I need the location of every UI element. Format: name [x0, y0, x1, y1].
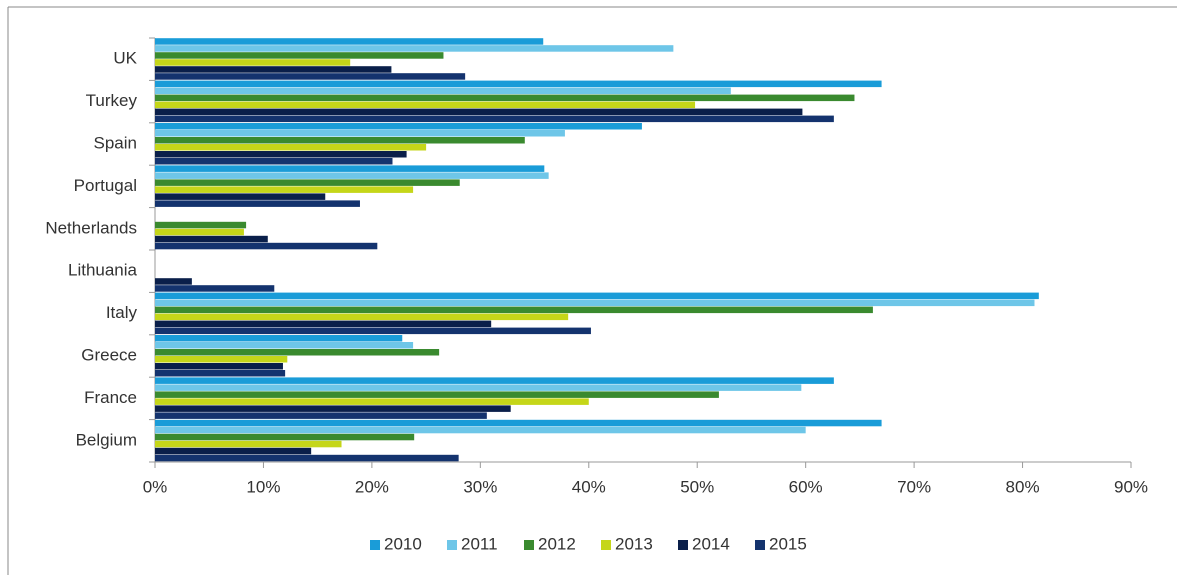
x-tick-label: 10%	[246, 477, 280, 496]
bar	[155, 179, 460, 186]
y-tick-label: Greece	[81, 345, 137, 364]
x-tick-label: 50%	[680, 477, 714, 496]
legend-swatch	[678, 540, 688, 550]
bar	[155, 426, 806, 434]
y-tick-label: Lithuania	[68, 261, 138, 280]
x-tick-label: 0%	[143, 477, 168, 496]
legend-swatch	[447, 540, 457, 550]
bar	[155, 228, 244, 236]
bar	[155, 221, 247, 229]
bar	[155, 137, 525, 144]
bar	[155, 349, 440, 356]
bar	[155, 327, 591, 335]
bar	[155, 172, 549, 179]
bar	[155, 391, 719, 398]
bar	[155, 278, 192, 285]
bar	[155, 200, 360, 207]
bar	[155, 45, 674, 52]
legend-swatch	[524, 540, 534, 550]
legend-label: 2011	[461, 534, 498, 553]
bar	[155, 115, 834, 123]
y-tick-label: Portugal	[74, 176, 137, 195]
bar	[155, 313, 569, 321]
bar	[155, 292, 1039, 300]
bar	[155, 123, 642, 130]
bar	[155, 285, 275, 292]
bar	[155, 433, 415, 441]
x-tick-label: 40%	[572, 477, 606, 496]
bar	[155, 38, 544, 45]
y-tick-label: UK	[113, 49, 137, 68]
bar	[155, 235, 268, 243]
y-tick-label: Italy	[106, 303, 138, 322]
bar	[155, 454, 459, 462]
y-tick-label: Turkey	[86, 91, 138, 110]
bar	[155, 165, 545, 172]
x-tick-label: 70%	[897, 477, 931, 496]
bar	[155, 320, 492, 328]
bar	[155, 73, 466, 80]
x-tick-label: 80%	[1006, 477, 1040, 496]
x-tick-label: 20%	[355, 477, 389, 496]
bar	[155, 130, 565, 137]
bar	[155, 66, 392, 73]
x-tick-label: 90%	[1114, 477, 1148, 496]
bar	[155, 342, 414, 349]
bar	[155, 356, 288, 363]
bar	[155, 87, 731, 95]
bar	[155, 419, 882, 427]
bar	[155, 186, 414, 193]
bar	[155, 363, 283, 370]
bar	[155, 151, 407, 158]
bar	[155, 158, 393, 165]
bar	[155, 193, 326, 200]
y-tick-label: Netherlands	[45, 218, 137, 237]
bar	[155, 101, 696, 109]
x-tick-label: 60%	[789, 477, 823, 496]
legend-swatch	[755, 540, 765, 550]
bar	[155, 242, 378, 250]
x-tick-label: 30%	[463, 477, 497, 496]
bar	[155, 94, 855, 102]
bar	[155, 335, 403, 342]
legend-swatch	[370, 540, 380, 550]
y-tick-label: France	[84, 388, 137, 407]
legend-label: 2013	[615, 534, 653, 553]
y-tick-label: Belgium	[76, 430, 137, 449]
legend-label: 2015	[769, 534, 807, 553]
bar	[155, 299, 1035, 307]
bar	[155, 306, 873, 314]
bar	[155, 52, 444, 59]
legend-label: 2012	[538, 534, 576, 553]
bar	[155, 398, 589, 405]
bar	[155, 440, 342, 448]
y-tick-label: Spain	[94, 133, 137, 152]
legend-label: 2010	[384, 534, 422, 553]
bar	[155, 412, 487, 419]
bar	[155, 108, 803, 116]
bar	[155, 80, 882, 88]
bar	[155, 59, 351, 66]
bar	[155, 370, 286, 377]
bar	[155, 447, 312, 455]
bar	[155, 144, 427, 151]
bar	[155, 384, 802, 391]
legend-label: 2014	[692, 534, 730, 553]
bar	[155, 377, 834, 384]
bar	[155, 405, 511, 412]
legend-swatch	[601, 540, 611, 550]
